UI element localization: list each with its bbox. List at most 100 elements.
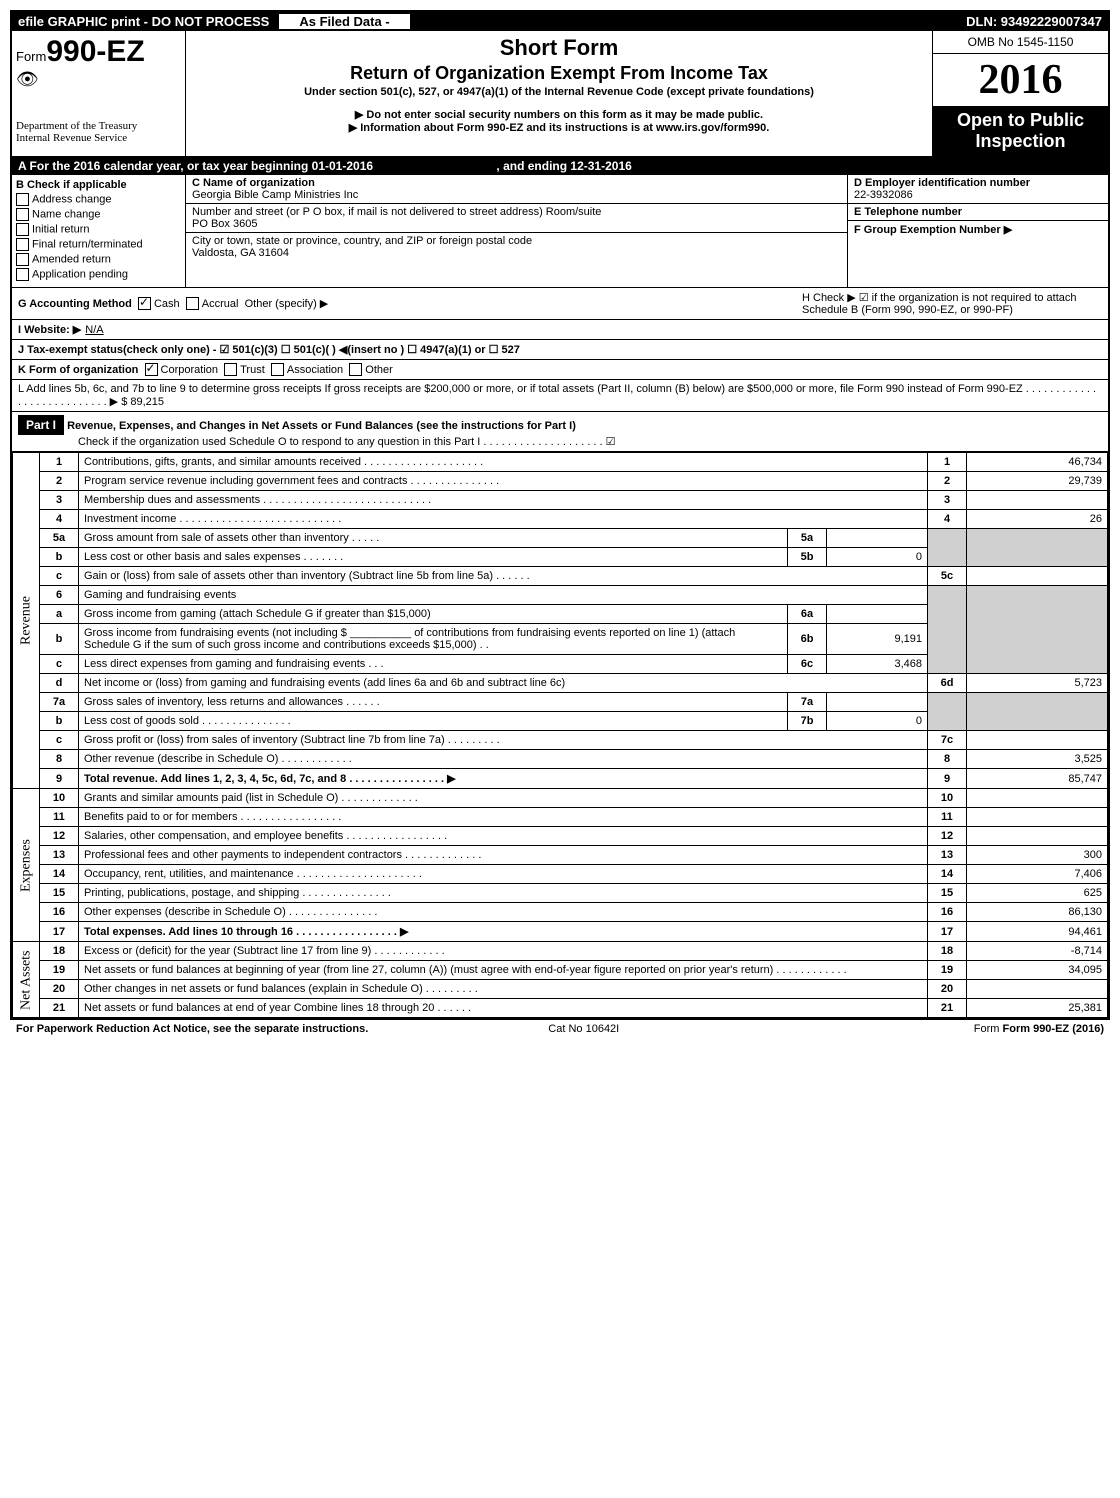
city-value: Valdosta, GA 31604 [192,247,289,259]
dept-irs: Internal Revenue Service [16,132,181,144]
ein-value: 22-3932086 [854,189,913,201]
main-title: Return of Organization Exempt From Incom… [196,63,922,84]
line-6d: dNet income or (loss) from gaming and fu… [13,674,1108,693]
f-label: F Group Exemption Number ▶ [854,224,1012,236]
section-c: C Name of organization Georgia Bible Cam… [186,175,847,287]
section-b: B Check if applicable Address change Nam… [12,175,186,287]
section-k: K Form of organization Corporation Trust… [12,360,1108,380]
form-ref: Form Form 990-EZ (2016) [974,1023,1104,1035]
section-i: I Website: ▶ N/A [12,320,1108,340]
form-number: 990-EZ [46,35,144,68]
note2: ▶ Information about Form 990-EZ and its … [196,121,922,134]
line-16: 16Other expenses (describe in Schedule O… [13,903,1108,922]
section-gh: G Accounting Method Cash Accrual Other (… [12,288,1108,320]
line-15: 15Printing, publications, postage, and s… [13,884,1108,903]
revenue-rotate: Revenue [13,453,40,789]
footer: For Paperwork Reduction Act Notice, see … [10,1020,1110,1038]
line-18: Net Assets 18Excess or (deficit) for the… [13,942,1108,961]
section-b-title: B Check if applicable [16,179,127,191]
section-l: L Add lines 5b, 6c, and 7b to line 9 to … [12,380,1108,412]
line-12: 12Salaries, other compensation, and empl… [13,827,1108,846]
header: Form990-EZ 👁 Department of the Treasury … [12,31,1108,157]
checkbox-final-return[interactable]: Final return/terminated [16,238,181,251]
subtitle: Under section 501(c), 527, or 4947(a)(1)… [196,86,922,98]
cat-no: Cat No 10642I [548,1023,619,1035]
efile-label: efile GRAPHIC print - DO NOT PROCESS [12,12,275,31]
section-j: J Tax-exempt status(check only one) - ☑ … [12,340,1108,360]
checkbox-amended-return[interactable]: Amended return [16,253,181,266]
j-text: J Tax-exempt status(check only one) - ☑ … [18,343,520,356]
part1-check-note: Check if the organization used Schedule … [78,436,616,448]
part1-title: Revenue, Expenses, and Changes in Net As… [67,420,576,432]
expenses-rotate: Expenses [13,789,40,942]
address-box: Number and street (or P O box, if mail i… [186,204,847,233]
checkbox-corp[interactable] [145,363,158,376]
section-bcd: B Check if applicable Address change Nam… [12,175,1108,288]
checkbox-trust[interactable] [224,363,237,376]
e-label: E Telephone number [854,206,962,218]
section-h: H Check ▶ ☑ if the organization is not r… [802,291,1102,316]
note1: ▶ Do not enter social security numbers o… [196,108,922,121]
dln-label: DLN: 93492229007347 [960,12,1108,31]
city-label: City or town, state or province, country… [192,235,532,247]
line-14: 14Occupancy, rent, utilities, and mainte… [13,865,1108,884]
line-5a: 5aGross amount from sale of assets other… [13,529,1108,548]
website-value: N/A [85,324,103,336]
addr-value: PO Box 3605 [192,218,257,230]
omb-number: OMB No 1545-1150 [933,31,1108,54]
form-990ez: efile GRAPHIC print - DO NOT PROCESS As … [10,10,1110,1020]
org-name-box: C Name of organization Georgia Bible Cam… [186,175,847,204]
line-7a: 7aGross sales of inventory, less returns… [13,693,1108,712]
l-text: L Add lines 5b, 6c, and 7b to line 9 to … [18,383,1102,408]
line-3: 3Membership dues and assessments . . . .… [13,491,1108,510]
checkbox-cash[interactable] [138,297,151,310]
line-5c: cGain or (loss) from sale of assets othe… [13,567,1108,586]
line-7c: cGross profit or (loss) from sales of in… [13,731,1108,750]
line-1: Revenue 1Contributions, gifts, grants, a… [13,453,1108,472]
phone-box: E Telephone number [848,204,1108,221]
line-20: 20Other changes in net assets or fund ba… [13,980,1108,999]
form-number-block: Form990-EZ [16,35,181,69]
paperwork-notice: For Paperwork Reduction Act Notice, see … [16,1023,368,1035]
part1-header: Part I Revenue, Expenses, and Changes in… [12,412,1108,452]
section-a-ending: , and ending 12-31-2016 [496,159,631,173]
i-label: I Website: ▶ [18,323,81,336]
line-11: 11Benefits paid to or for members . . . … [13,808,1108,827]
checkbox-initial-return[interactable]: Initial return [16,223,181,236]
org-name: Georgia Bible Camp Ministries Inc [192,189,358,201]
line-17: 17Total expenses. Add lines 10 through 1… [13,922,1108,942]
line-8: 8Other revenue (describe in Schedule O) … [13,750,1108,769]
header-right: OMB No 1545-1150 2016 Open to Public Ins… [932,31,1108,156]
checkbox-accrual[interactable] [186,297,199,310]
ein-box: D Employer identification number 22-3932… [848,175,1108,204]
line-21: 21Net assets or fund balances at end of … [13,999,1108,1018]
checkbox-name-change[interactable]: Name change [16,208,181,221]
line-13: 13Professional fees and other payments t… [13,846,1108,865]
g-label: G Accounting Method [18,298,132,310]
checkbox-other-org[interactable] [349,363,362,376]
dept-treasury: Department of the Treasury [16,120,181,132]
line-19: 19Net assets or fund balances at beginni… [13,961,1108,980]
addr-label: Number and street (or P O box, if mail i… [192,206,601,218]
lines-table: Revenue 1Contributions, gifts, grants, a… [12,452,1108,1018]
tax-year: 2016 [933,54,1108,106]
c-label: C Name of organization [192,177,315,189]
form-prefix: Form [16,49,46,64]
line-6: 6Gaming and fundraising events [13,586,1108,605]
top-bar: efile GRAPHIC print - DO NOT PROCESS As … [12,12,1108,31]
checkbox-application-pending[interactable]: Application pending [16,268,181,281]
section-a-text: A For the 2016 calendar year, or tax yea… [18,159,373,173]
other-specify: Other (specify) ▶ [245,297,329,310]
line-9: 9Total revenue. Add lines 1, 2, 3, 4, 5c… [13,769,1108,789]
checkbox-assoc[interactable] [271,363,284,376]
group-exemption-box: F Group Exemption Number ▶ [848,221,1108,238]
section-def: D Employer identification number 22-3932… [847,175,1108,287]
line-10: Expenses 10Grants and similar amounts pa… [13,789,1108,808]
open-public-label: Open to Public Inspection [933,106,1108,156]
short-form-title: Short Form [196,35,922,61]
line-4: 4Investment income . . . . . . . . . . .… [13,510,1108,529]
k-label: K Form of organization [18,364,138,376]
d-label: D Employer identification number [854,177,1030,189]
checkbox-address-change[interactable]: Address change [16,193,181,206]
header-left: Form990-EZ 👁 Department of the Treasury … [12,31,186,156]
